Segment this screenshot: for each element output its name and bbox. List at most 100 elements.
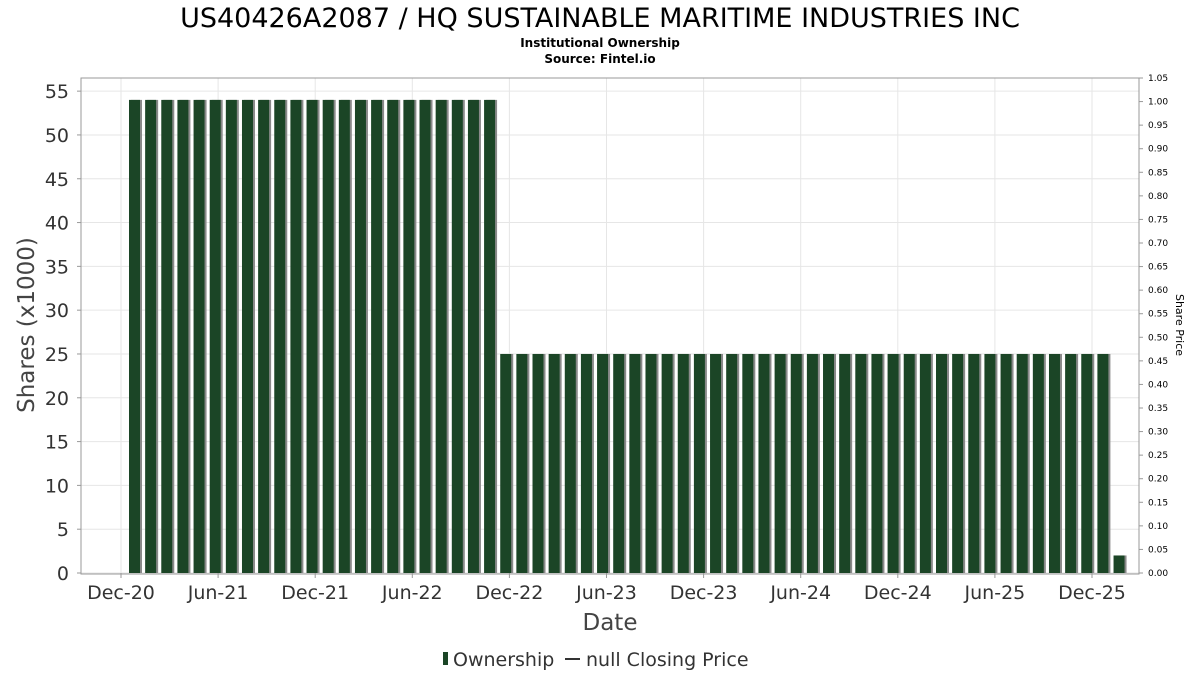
- y2-tick-label: 0.95: [1148, 121, 1168, 131]
- legend-price-label: null Closing Price: [586, 649, 749, 671]
- x-tick-label: Dec-23: [670, 582, 738, 604]
- x-tick-label: Jun-24: [769, 582, 831, 604]
- y2-tick-label: 0.60: [1148, 286, 1168, 296]
- x-tick-label: Jun-21: [187, 582, 249, 604]
- ownership-bar: [177, 99, 189, 574]
- ownership-bar: [258, 99, 270, 574]
- ownership-bar: [516, 353, 528, 573]
- ownership-bar: [693, 353, 705, 573]
- ownership-bar: [484, 99, 496, 574]
- ownership-bar: [1032, 353, 1044, 573]
- ownership-bar: [306, 99, 318, 574]
- ownership-bar: [322, 99, 334, 574]
- ownership-bar: [1016, 353, 1028, 573]
- x-axis-label: Date: [583, 610, 638, 636]
- y2-tick-label: 0.45: [1148, 357, 1168, 367]
- y-tick-label: 35: [45, 256, 69, 278]
- y2-tick-label: 0.50: [1148, 333, 1168, 343]
- ownership-bar: [839, 353, 851, 573]
- y-tick-label: 30: [45, 300, 69, 322]
- ownership-bar: [1081, 353, 1093, 573]
- ownership-bar: [161, 99, 173, 574]
- ownership-bar: [710, 353, 722, 573]
- ownership-bar: [419, 99, 431, 574]
- chart-source: Source: Fintel.io: [544, 52, 655, 66]
- y2-tick-label: 0.85: [1148, 168, 1168, 178]
- ownership-bar: [371, 99, 383, 574]
- ownership-bar: [919, 353, 931, 573]
- ownership-bar: [1000, 353, 1012, 573]
- ownership-bar: [1065, 353, 1077, 573]
- legend: Ownership null Closing Price: [443, 649, 749, 671]
- ownership-bar: [742, 353, 754, 573]
- ownership-bar: [726, 353, 738, 573]
- ownership-bar: [532, 353, 544, 573]
- ownership-bar: [129, 99, 140, 574]
- x-tick-label: Dec-21: [281, 582, 349, 604]
- y2-axis: 0.00 0.05 0.10 0.15 0.20 0.25 0.30 0.35 0.40 0.45…: [1139, 74, 1168, 579]
- y2-tick-label: 1.00: [1148, 98, 1168, 108]
- y2-tick-label: 0.55: [1148, 310, 1168, 320]
- y-tick-label: 40: [45, 213, 69, 235]
- ownership-bar: [677, 353, 689, 573]
- ownership-bar: [1097, 353, 1109, 573]
- y2-tick-label: 0.70: [1148, 239, 1168, 249]
- ownership-bar: [823, 353, 835, 573]
- legend-ownership-swatch: [443, 652, 448, 665]
- y2-tick-label: 0.90: [1148, 145, 1168, 155]
- x-tick-label: Jun-23: [575, 582, 637, 604]
- ownership-bar: [354, 99, 366, 574]
- y-tick-label: 0: [57, 563, 69, 585]
- ownership-bar: [225, 99, 237, 574]
- x-tick-label: Dec-22: [475, 582, 543, 604]
- y2-tick-label: 0.00: [1148, 569, 1168, 579]
- y2-tick-label: 1.05: [1148, 74, 1168, 84]
- ownership-bar: [241, 99, 253, 574]
- ownership-bar: [435, 99, 447, 574]
- bars: [129, 99, 1127, 574]
- ownership-bar: [145, 99, 157, 574]
- ownership-bar: [984, 353, 996, 573]
- y2-tick-label: 0.15: [1148, 498, 1168, 508]
- y-tick-label: 15: [45, 432, 69, 454]
- y-axis: 0 5 10 15 20 25 30 35 40 45 50 55: [45, 81, 81, 585]
- ownership-bar: [903, 353, 915, 573]
- ownership-bar: [645, 353, 657, 573]
- y2-tick-label: 0.25: [1148, 451, 1168, 461]
- ownership-bar: [290, 99, 302, 574]
- chart-title: US40426A2087 / HQ SUSTAINABLE MARITIME I…: [180, 3, 1020, 34]
- ownership-bar: [613, 353, 625, 573]
- y2-axis-label: Share Price: [1173, 294, 1186, 356]
- ownership-bar: [806, 353, 818, 573]
- ownership-bar: [952, 353, 964, 573]
- ownership-bar: [1048, 353, 1060, 573]
- ownership-bar: [855, 353, 867, 573]
- ownership-bar: [500, 353, 512, 573]
- ownership-bar: [193, 99, 205, 574]
- ownership-bar: [580, 353, 592, 573]
- ownership-bar: [887, 353, 899, 573]
- ownership-bar: [564, 353, 576, 573]
- y2-tick-label: 0.20: [1148, 475, 1168, 485]
- ownership-bar: [209, 99, 221, 574]
- ownership-bar: [871, 353, 883, 573]
- ownership-bar: [403, 99, 415, 574]
- ownership-bar: [548, 353, 560, 573]
- ownership-bar: [387, 99, 399, 574]
- y-tick-label: 50: [45, 125, 69, 147]
- x-tick-label: Jun-22: [381, 582, 443, 604]
- y-tick-label: 5: [57, 519, 69, 541]
- y-tick-label: 45: [45, 169, 69, 191]
- ownership-bar: [758, 353, 770, 573]
- y2-tick-label: 0.10: [1148, 522, 1168, 532]
- ownership-bar: [451, 99, 463, 574]
- x-tick-label: Jun-25: [964, 582, 1026, 604]
- y-tick-label: 20: [45, 388, 69, 410]
- x-tick-label: Dec-24: [864, 582, 932, 604]
- y2-tick-label: 0.75: [1148, 215, 1168, 225]
- ownership-bar: [338, 99, 350, 574]
- legend-ownership-label: Ownership: [453, 649, 554, 671]
- ownership-bar: [790, 353, 802, 573]
- x-axis: Dec-20 Jun-21 Dec-21 Jun-22 Dec-22 Jun-23 Dec-…: [87, 573, 1126, 604]
